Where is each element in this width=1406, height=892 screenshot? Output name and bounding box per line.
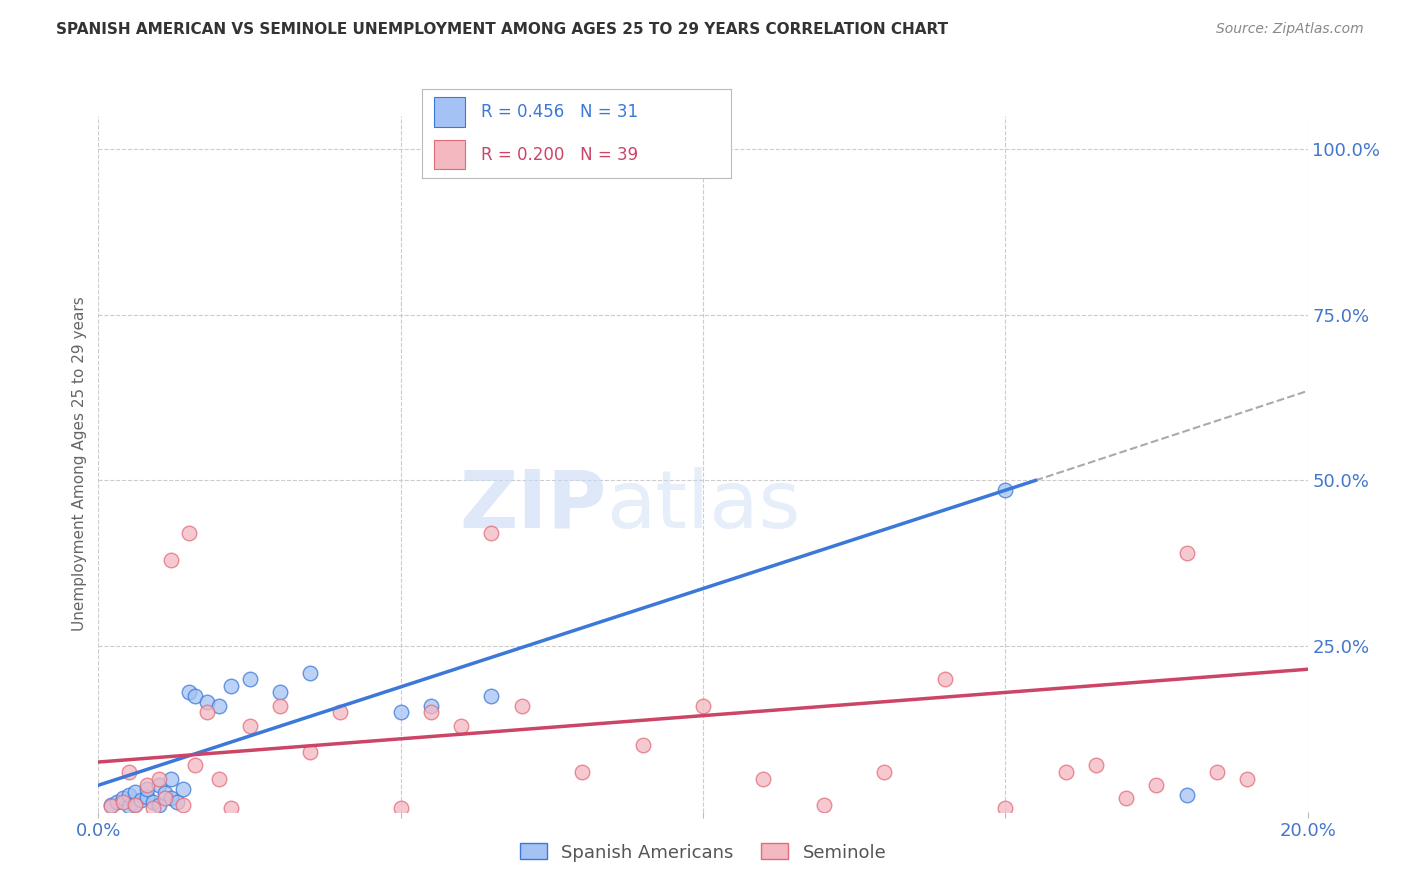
Point — [420, 698, 443, 713]
Text: atlas: atlas — [606, 467, 800, 545]
Point — [813, 798, 835, 813]
Point — [329, 706, 352, 720]
Point — [873, 764, 896, 779]
Point — [105, 795, 128, 809]
Point — [1115, 791, 1137, 805]
Point — [269, 685, 291, 699]
Point — [450, 718, 472, 732]
Point — [208, 698, 231, 713]
Point — [420, 706, 443, 720]
Point — [142, 795, 165, 809]
Point — [179, 685, 201, 699]
Text: SPANISH AMERICAN VS SEMINOLE UNEMPLOYMENT AMONG AGES 25 TO 29 YEARS CORRELATION : SPANISH AMERICAN VS SEMINOLE UNEMPLOYMEN… — [56, 22, 949, 37]
Point — [153, 786, 176, 800]
Point — [481, 689, 503, 703]
Point — [148, 798, 170, 813]
Point — [1236, 772, 1258, 786]
Point — [135, 781, 157, 796]
Point — [135, 790, 157, 805]
Point — [160, 772, 183, 786]
Point — [148, 778, 170, 792]
Y-axis label: Unemployment Among Ages 25 to 29 years: Unemployment Among Ages 25 to 29 years — [72, 296, 87, 632]
Point — [124, 797, 146, 811]
Point — [135, 778, 157, 792]
Text: R = 0.456   N = 31: R = 0.456 N = 31 — [481, 103, 638, 121]
Point — [100, 798, 122, 813]
Point — [160, 553, 183, 567]
Point — [1054, 764, 1077, 779]
Point — [124, 785, 146, 799]
Point — [166, 795, 188, 809]
Point — [1175, 546, 1198, 560]
Point — [153, 791, 176, 805]
Point — [631, 739, 654, 753]
Point — [934, 672, 956, 686]
Point — [1175, 788, 1198, 802]
Point — [118, 799, 141, 814]
Point — [124, 798, 146, 813]
Point — [752, 772, 775, 786]
Point — [160, 791, 183, 805]
Point — [571, 764, 593, 779]
Point — [994, 801, 1017, 815]
Point — [389, 706, 412, 720]
Point — [129, 793, 152, 807]
Point — [208, 772, 231, 786]
Point — [179, 526, 201, 541]
Point — [239, 672, 262, 686]
Point — [118, 764, 141, 779]
Point — [239, 718, 262, 732]
Point — [389, 801, 412, 815]
Text: ZIP: ZIP — [458, 467, 606, 545]
Point — [100, 799, 122, 814]
Point — [994, 483, 1017, 498]
Point — [111, 791, 134, 805]
Point — [184, 758, 207, 772]
Point — [299, 745, 322, 759]
Point — [195, 695, 218, 709]
Point — [221, 801, 243, 815]
Point — [269, 698, 291, 713]
Point — [111, 795, 134, 809]
Point — [184, 689, 207, 703]
Point — [481, 526, 503, 541]
Text: Source: ZipAtlas.com: Source: ZipAtlas.com — [1216, 22, 1364, 37]
Point — [172, 798, 194, 813]
Point — [142, 801, 165, 815]
Point — [1206, 764, 1229, 779]
Point — [148, 772, 170, 786]
Point — [195, 706, 218, 720]
Point — [510, 698, 533, 713]
Point — [118, 788, 141, 802]
Point — [172, 781, 194, 796]
Point — [1085, 758, 1108, 772]
Point — [299, 665, 322, 680]
Point — [221, 679, 243, 693]
Bar — [434, 97, 465, 127]
Point — [692, 698, 714, 713]
Bar — [434, 140, 465, 169]
Point — [1144, 778, 1167, 792]
Text: R = 0.200   N = 39: R = 0.200 N = 39 — [481, 145, 638, 164]
Legend: Spanish Americans, Seminole: Spanish Americans, Seminole — [513, 836, 893, 869]
